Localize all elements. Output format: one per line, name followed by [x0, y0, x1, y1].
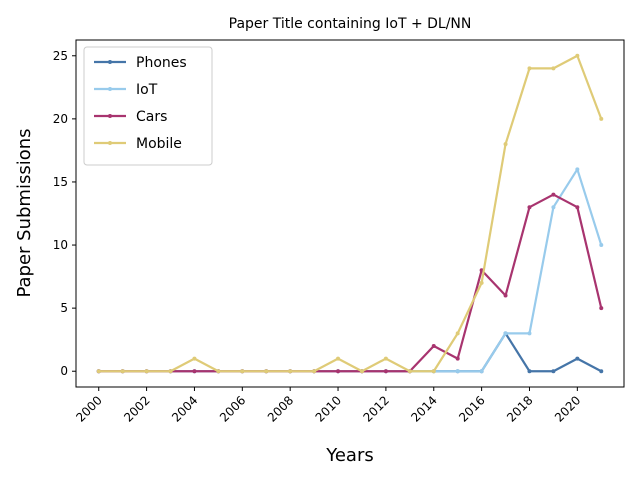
- data-point-cars: [192, 369, 197, 374]
- x-tick-label: 2000: [73, 393, 104, 424]
- data-point-mobile: [551, 66, 556, 71]
- legend-label-iot: IoT: [136, 82, 158, 98]
- legend-box: [83, 46, 213, 166]
- legend-marker-cars: [108, 114, 112, 118]
- data-point-phones: [599, 369, 604, 374]
- x-tick-label: 2010: [313, 393, 344, 424]
- data-point-cars: [383, 369, 388, 374]
- data-point-cars: [527, 205, 532, 210]
- data-point-mobile: [288, 369, 293, 374]
- data-point-mobile: [96, 369, 101, 374]
- y-axis-label: Paper Submissions: [14, 128, 35, 297]
- data-point-cars: [503, 293, 508, 298]
- series-line-iot: [98, 168, 603, 373]
- data-point-mobile: [575, 53, 580, 58]
- data-point-phones: [575, 356, 580, 361]
- data-point-mobile: [120, 369, 125, 374]
- data-point-mobile: [216, 369, 221, 374]
- data-point-mobile: [192, 356, 197, 361]
- x-tick-label: 2002: [121, 393, 152, 424]
- data-point-phones: [527, 369, 532, 374]
- data-point-iot: [503, 331, 508, 336]
- data-point-cars: [455, 356, 460, 361]
- data-point-mobile: [240, 369, 245, 374]
- data-point-iot: [479, 369, 484, 374]
- data-point-mobile: [264, 369, 269, 374]
- legend-label-cars: Cars: [136, 109, 167, 125]
- data-point-mobile: [407, 369, 412, 374]
- y-tick-label: 25: [53, 49, 68, 63]
- legend-marker-mobile: [108, 141, 112, 145]
- data-point-mobile: [479, 280, 484, 285]
- x-tick-label: 2006: [217, 393, 248, 424]
- data-point-mobile: [431, 369, 436, 374]
- data-point-cars: [336, 369, 341, 374]
- data-point-iot: [455, 369, 460, 374]
- data-point-iot: [575, 167, 580, 172]
- data-point-cars: [431, 343, 436, 348]
- data-point-phones: [551, 369, 556, 374]
- y-tick-label: 0: [60, 364, 68, 378]
- x-tick-label: 2004: [169, 393, 200, 424]
- data-point-mobile: [359, 369, 364, 374]
- data-point-mobile: [336, 356, 341, 361]
- data-point-mobile: [144, 369, 149, 374]
- x-tick-label: 2012: [361, 393, 392, 424]
- series-line-mobile: [98, 54, 603, 373]
- y-tick-label: 5: [60, 301, 68, 315]
- legend-marker-iot: [108, 87, 112, 91]
- series-line-cars: [98, 193, 603, 373]
- x-tick-label: 2020: [552, 393, 583, 424]
- data-point-mobile: [503, 142, 508, 147]
- x-tick-label: 2014: [408, 393, 439, 424]
- legend-label-mobile: Mobile: [136, 136, 182, 152]
- data-point-iot: [527, 331, 532, 336]
- legend-label-phones: Phones: [136, 55, 187, 71]
- y-tick-label: 10: [53, 238, 68, 252]
- y-tick-label: 20: [53, 112, 68, 126]
- data-point-mobile: [599, 116, 604, 121]
- data-point-mobile: [312, 369, 317, 374]
- x-tick-label: 2008: [265, 393, 296, 424]
- data-point-iot: [599, 243, 604, 248]
- data-point-mobile: [383, 356, 388, 361]
- plot-frame: [75, 39, 625, 388]
- data-point-mobile: [168, 369, 173, 374]
- data-point-mobile: [527, 66, 532, 71]
- legend-marker-phones: [108, 60, 112, 64]
- x-tick-label: 2016: [456, 393, 487, 424]
- x-axis-label: Years: [325, 445, 374, 466]
- chart-title: Paper Title containing IoT + DL/NN: [229, 16, 472, 32]
- data-point-cars: [575, 205, 580, 210]
- data-point-iot: [551, 205, 556, 210]
- legend: Phones IoT Cars Mobile: [83, 46, 213, 166]
- data-point-mobile: [455, 331, 460, 336]
- y-tick-label: 15: [53, 175, 68, 189]
- data-point-cars: [551, 192, 556, 197]
- data-point-cars: [599, 306, 604, 311]
- x-tick-label: 2018: [504, 393, 535, 424]
